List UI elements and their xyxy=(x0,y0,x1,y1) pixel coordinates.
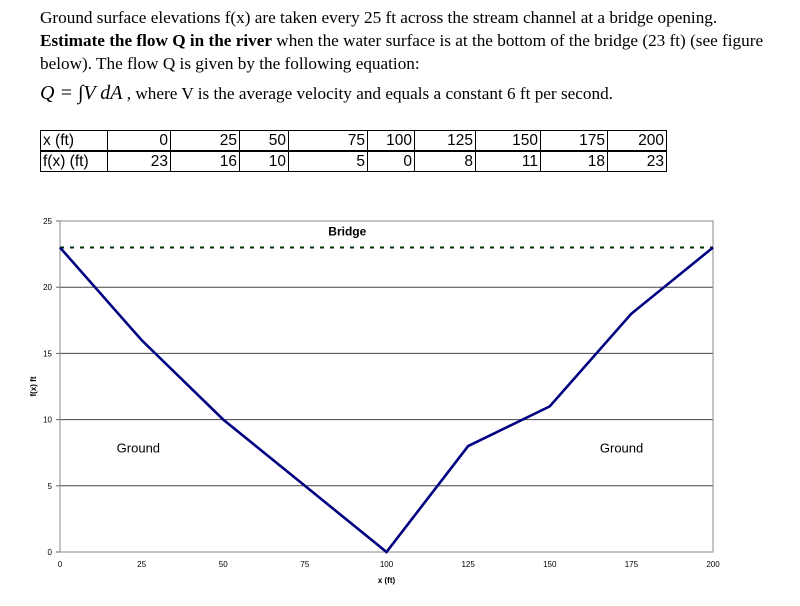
bridge-label: Bridge xyxy=(328,225,366,239)
cell: 23 xyxy=(607,150,667,172)
cell: 18 xyxy=(540,150,608,172)
x-tick-label: 25 xyxy=(137,560,146,569)
table-row-x: x (ft) 0 25 50 75 100 125 150 175 200 xyxy=(40,130,667,152)
cell: 175 xyxy=(540,130,608,152)
y-tick-label: 0 xyxy=(48,548,53,557)
x-axis-label: x (ft) xyxy=(378,576,396,585)
table-row-fx: f(x) (ft) 23 16 10 5 0 8 11 18 23 xyxy=(40,150,667,172)
equation: Q = ∫V dA xyxy=(40,82,123,104)
x-tick-label: 150 xyxy=(543,560,557,569)
x-tick-label: 125 xyxy=(461,560,475,569)
y-axis-label: f(x) ft xyxy=(29,376,38,396)
y-tick-label: 10 xyxy=(43,416,52,425)
plot-area xyxy=(59,220,714,553)
x-tick-label: 75 xyxy=(300,560,309,569)
y-tick-label: 25 xyxy=(43,217,52,226)
x-tick-label: 50 xyxy=(219,560,228,569)
data-table: x (ft) 0 25 50 75 100 125 150 175 200 f(… xyxy=(40,130,667,172)
x-tick-label: 175 xyxy=(625,560,639,569)
cell: 200 xyxy=(607,130,667,152)
row-header: x (ft) xyxy=(40,130,108,152)
cell: 23 xyxy=(107,150,171,172)
y-tick-label: 5 xyxy=(48,482,53,491)
y-tick-label: 15 xyxy=(43,349,52,358)
problem-statement: Ground surface elevations f(x) are taken… xyxy=(40,6,780,75)
cell: 25 xyxy=(170,130,240,152)
sentence-2: when the water surface is at the bottom … xyxy=(40,31,764,73)
ground-profile-line xyxy=(59,246,714,554)
x-tick-label: 0 xyxy=(58,560,63,569)
ground-label: Ground xyxy=(600,441,643,456)
x-tick-label: 100 xyxy=(380,560,394,569)
equation-line: Q = ∫V dA , where V is the average veloc… xyxy=(40,82,613,105)
cell: 50 xyxy=(239,130,289,152)
cell: 0 xyxy=(107,130,171,152)
y-tick-label: 20 xyxy=(43,283,52,292)
cell: 10 xyxy=(239,150,289,172)
cell: 16 xyxy=(170,150,240,172)
cell: 8 xyxy=(414,150,476,172)
bold-phrase: Estimate the flow Q in the river xyxy=(40,31,272,50)
cell: 150 xyxy=(475,130,541,152)
x-tick-label: 200 xyxy=(706,560,720,569)
row-header: f(x) (ft) xyxy=(40,150,108,172)
ground-label: Ground xyxy=(117,441,160,456)
equation-note: , where V is the average velocity and eq… xyxy=(126,84,613,103)
cell: 75 xyxy=(288,130,368,152)
cell: 125 xyxy=(414,130,476,152)
cell: 11 xyxy=(475,150,541,172)
sentence-1: Ground surface elevations f(x) are taken… xyxy=(40,8,718,27)
